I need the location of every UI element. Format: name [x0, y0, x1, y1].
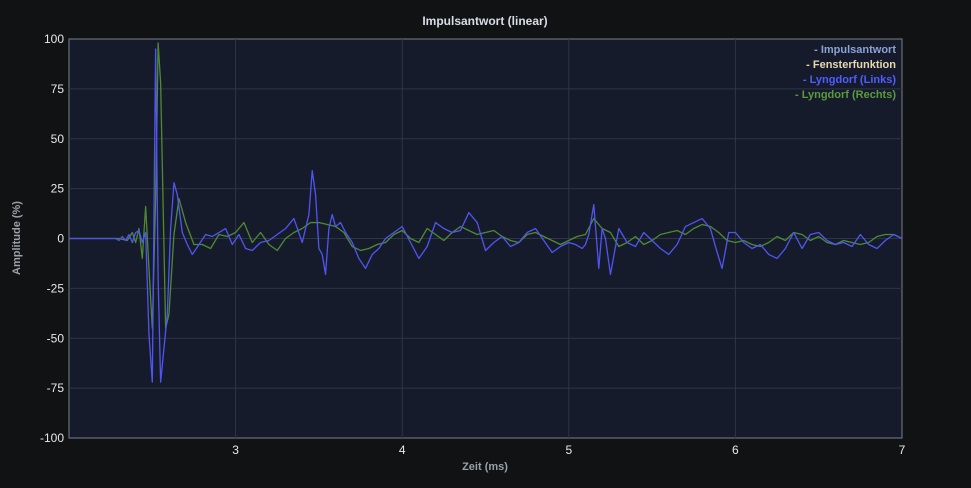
legend-item[interactable]: - Impulsantwort: [814, 44, 896, 56]
legend[interactable]: - Impulsantwort - Fensterfunktion - Lyngdo…: [795, 44, 896, 101]
y-axis-title: Amplitude (%): [11, 201, 23, 275]
x-tick-label: 7: [899, 443, 906, 457]
chart-title: Impulsantwort (linear): [422, 14, 547, 28]
y-tick-label: 0: [57, 232, 64, 246]
legend-item[interactable]: - Fensterfunktion: [806, 59, 896, 71]
series-lines: [69, 42, 903, 383]
x-tick-label: 4: [399, 443, 406, 457]
x-tick-label: 5: [565, 443, 572, 457]
x-tick-label: 6: [732, 443, 739, 457]
y-tick-label: 50: [51, 132, 65, 146]
y-tick-label: -25: [47, 281, 65, 295]
axis-tick-labels: 100 75 50 25 0 -25 -50 -75 -100 3 4 5 6 7: [40, 32, 906, 457]
y-tick-label: 25: [51, 182, 65, 196]
x-tick-label: 3: [232, 443, 239, 457]
legend-item[interactable]: - Lyngdorf (Rechts): [795, 89, 896, 101]
y-tick-label: 75: [51, 82, 65, 96]
y-tick-label: -100: [40, 431, 64, 445]
grid-lines: [69, 39, 902, 438]
legend-item[interactable]: - Lyngdorf (Links): [803, 74, 896, 86]
y-tick-label: -50: [47, 331, 65, 345]
series-line-lyngdorf-links: [69, 48, 903, 383]
y-tick-label: 100: [44, 32, 64, 46]
y-tick-label: -75: [47, 381, 65, 395]
x-axis-title: Zeit (ms): [462, 461, 508, 473]
